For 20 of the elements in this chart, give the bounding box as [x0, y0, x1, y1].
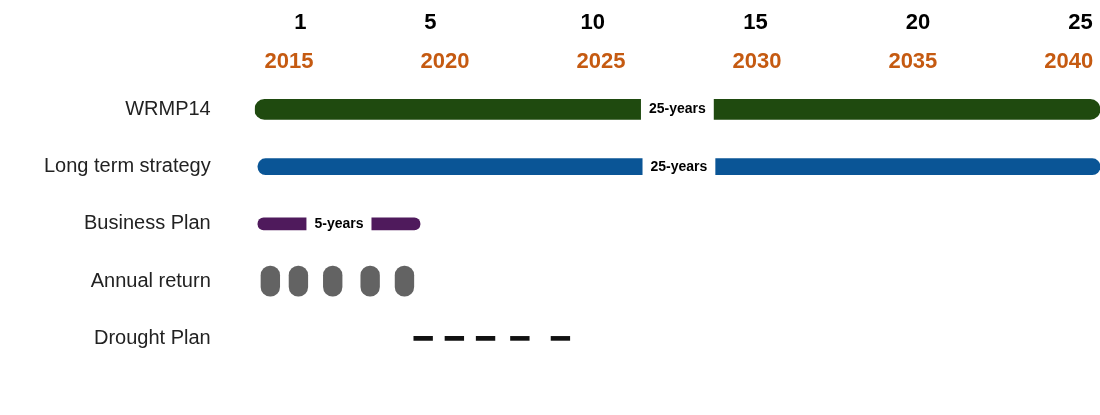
x-tick-label: 2030	[732, 47, 782, 73]
y-tick-label: Drought Plan	[94, 325, 211, 348]
x-tick-label: 2020	[420, 47, 470, 73]
x-tick-label: 2025	[576, 47, 626, 73]
y-tick-label: WRMP14	[125, 96, 211, 119]
x2-tick-label: 25	[1068, 9, 1093, 35]
y-tick-label: Business Plan	[84, 211, 211, 234]
x2-tick-label: 20	[905, 9, 931, 35]
annotation: 25-years	[648, 100, 706, 117]
annotation: 5-years	[314, 214, 364, 231]
x2-tick-label: 15	[743, 9, 768, 35]
y-tick-label: Annual return	[90, 268, 211, 291]
x-tick-label: 2015	[264, 47, 314, 73]
y-tick-label: Long term strategy	[44, 154, 211, 177]
x-tick-label: 2035	[888, 47, 938, 73]
x2-tick-label: 1	[294, 9, 307, 35]
x2-tick-label: 10	[580, 9, 606, 35]
x-tick-label: 2040	[1044, 47, 1094, 73]
annotation: 25-years	[650, 157, 708, 174]
x2-tick-label: 5	[424, 9, 437, 35]
